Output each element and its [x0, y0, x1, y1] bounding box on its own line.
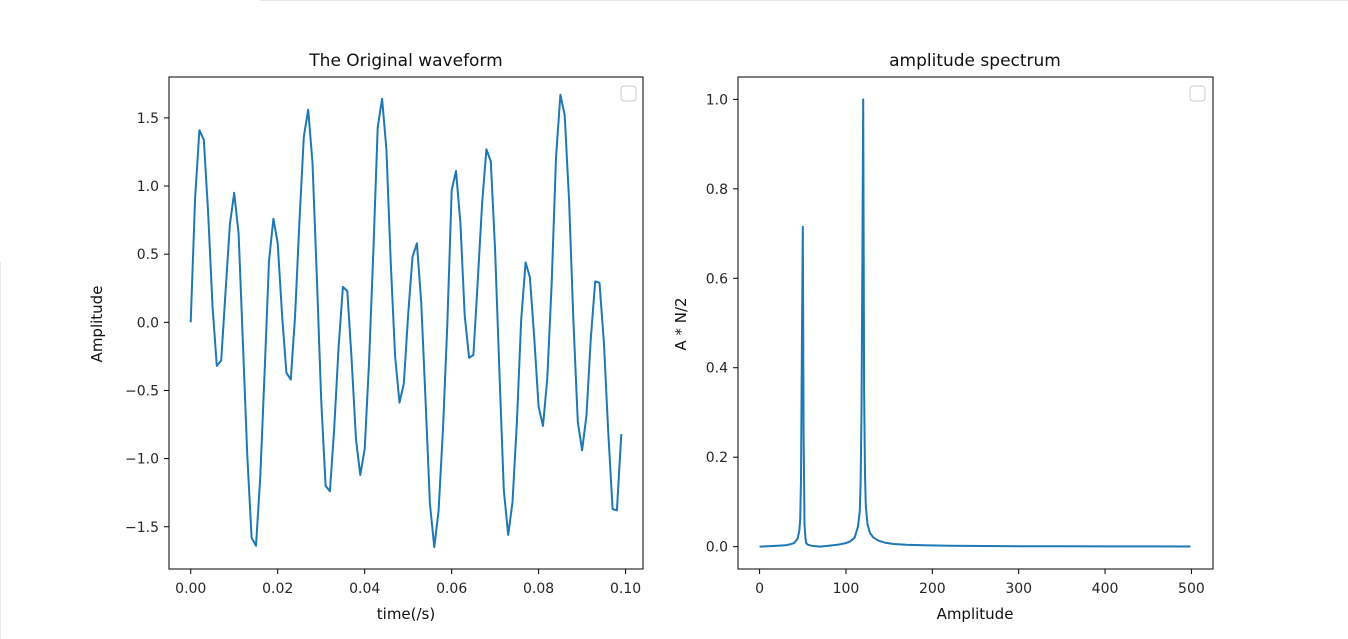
- spectrum-x-tick-label: 300: [1005, 581, 1032, 597]
- waveform-chart-title: The Original waveform: [308, 51, 502, 71]
- spectrum-plot-area: [737, 76, 1214, 570]
- spectrum-series-line: [759, 98, 1191, 548]
- spectrum-y-tick-label: 1.0: [706, 92, 728, 108]
- waveform-x-ticks: 0.00 0.02 0.04 0.06 0.08 0.10: [175, 569, 641, 597]
- waveform-x-tick-label: 0.06: [436, 581, 467, 597]
- spectrum-chart-title: amplitude spectrum: [889, 51, 1061, 71]
- spectrum-chart: amplitude spectrum 0 100 200 300 400 500 0.00…: [672, 51, 1214, 623]
- spectrum-y-tick-label: 0.4: [706, 361, 728, 377]
- waveform-x-tick-label: 0.10: [610, 581, 641, 597]
- spectrum-y-tick-label: 0.0: [706, 540, 728, 556]
- waveform-y-tick-label: 1.5: [137, 111, 159, 127]
- waveform-x-tick-label: 0.00: [175, 581, 206, 597]
- spectrum-y-tick-label: 0.6: [706, 271, 728, 287]
- waveform-legend-box: [620, 85, 637, 102]
- spectrum-y-tick-label: 0.8: [706, 182, 728, 198]
- spectrum-y-label: A * N/2: [672, 297, 690, 350]
- spectrum-x-tick-label: 200: [919, 581, 946, 597]
- spectrum-axes-frame: [737, 76, 1214, 570]
- spectrum-x-label: Amplitude: [937, 605, 1014, 623]
- spectrum-x-ticks: 0 100 200 300 400 500: [755, 569, 1205, 597]
- spectrum-y-ticks: 0.0 0.2 0.4 0.6 0.8 1.0: [706, 92, 738, 556]
- waveform-axes-frame: [168, 76, 644, 570]
- waveform-chart: The Original waveform 0.00 0.02 0.04 0.06 0.…: [88, 51, 644, 623]
- waveform-plot-area: [168, 76, 644, 570]
- spectrum-x-tick-label: 400: [1092, 581, 1119, 597]
- waveform-x-label: time(/s): [377, 605, 435, 623]
- waveform-y-tick-label: 0.0: [137, 315, 159, 331]
- waveform-y-ticks: −1.5 −1.0 −0.5 0.0 0.5 1.0 1.5: [125, 111, 169, 536]
- waveform-x-tick-label: 0.08: [523, 581, 554, 597]
- spectrum-x-tick-label: 100: [833, 581, 860, 597]
- spectrum-x-tick-label: 0: [755, 581, 764, 597]
- waveform-y-tick-label: −1.5: [125, 520, 159, 536]
- spectrum-x-tick-label: 500: [1178, 581, 1205, 597]
- left-border-line: [0, 262, 1, 639]
- waveform-x-tick-label: 0.02: [262, 581, 293, 597]
- waveform-y-tick-label: −0.5: [125, 383, 159, 399]
- waveform-y-tick-label: −1.0: [125, 452, 159, 468]
- waveform-y-label: Amplitude: [88, 286, 106, 363]
- top-border-line: [260, 0, 1348, 1]
- waveform-y-tick-label: 1.0: [137, 179, 159, 195]
- waveform-x-tick-label: 0.04: [349, 581, 380, 597]
- spectrum-y-tick-label: 0.2: [706, 450, 728, 466]
- waveform-series-line: [189, 93, 623, 549]
- spectrum-legend-box: [1189, 85, 1206, 102]
- waveform-y-tick-label: 0.5: [137, 247, 159, 263]
